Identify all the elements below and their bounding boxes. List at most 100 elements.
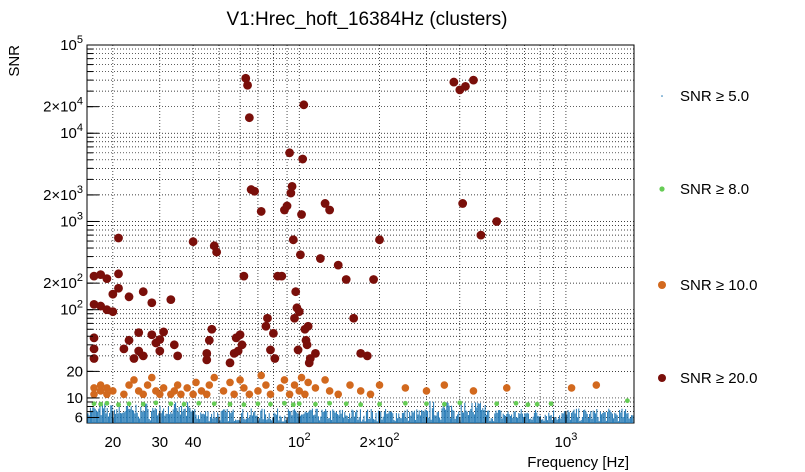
point-series-3	[325, 205, 335, 215]
point-series-3	[96, 270, 106, 279]
point-series-3	[204, 335, 214, 345]
point-series-1	[525, 402, 531, 408]
point-series-1	[181, 401, 187, 407]
point-series-2	[356, 387, 365, 395]
point-series-3	[237, 340, 247, 350]
point-series-1	[290, 402, 296, 408]
legend-label: SNR ≥ 5.0	[680, 88, 749, 105]
y-tick-label: 2×104	[43, 96, 83, 116]
legend-marker	[659, 186, 665, 192]
point-series-3	[138, 287, 148, 297]
point-series-3	[212, 247, 222, 257]
point-series-2	[262, 381, 270, 389]
point-series-2	[245, 390, 254, 399]
point-series-2	[177, 390, 185, 399]
point-series-3	[89, 344, 99, 354]
point-series-2	[202, 390, 211, 399]
point-series-3	[311, 348, 320, 358]
point-series-2	[280, 376, 289, 384]
point-series-2	[159, 384, 168, 392]
point-series-1	[548, 401, 554, 407]
x-tick-label: 20	[105, 434, 122, 451]
point-series-2	[236, 376, 244, 384]
point-series-3	[492, 217, 502, 226]
point-series-3	[469, 75, 478, 85]
point-series-3	[108, 307, 118, 317]
point-series-1	[104, 400, 110, 406]
point-series-3	[244, 113, 254, 123]
legend-marker	[661, 95, 663, 97]
point-series-3	[293, 345, 303, 355]
point-series-3	[155, 346, 165, 356]
point-series-2	[170, 387, 179, 395]
point-series-2	[401, 384, 410, 392]
point-series-3	[134, 328, 144, 338]
point-series-2	[304, 378, 312, 387]
point-series-2	[183, 384, 191, 392]
point-series-1	[140, 401, 146, 407]
point-series-1	[116, 402, 121, 408]
legend: SNR ≥ 5.0 SNR ≥ 8.0 SNR ≥ 10.0 SNR ≥ 20.0	[658, 88, 757, 387]
point-series-3	[202, 348, 212, 358]
x-tick-label: 40	[185, 434, 202, 451]
point-series-1	[327, 400, 333, 406]
point-series-2	[257, 371, 265, 380]
point-series-3	[159, 327, 169, 337]
y-tick-label: 104	[60, 122, 83, 142]
point-series-2	[301, 390, 309, 399]
y-tick-label: 20	[66, 363, 83, 380]
point-series-3	[285, 148, 294, 158]
point-series-3	[287, 181, 297, 191]
point-series-2	[266, 390, 275, 399]
y-tick-label: 2×103	[43, 184, 83, 204]
point-series-2	[240, 384, 248, 392]
point-series-2	[90, 390, 98, 399]
point-series-3	[297, 210, 306, 219]
y-tick-label: 2×102	[43, 272, 83, 292]
point-series-2	[311, 384, 320, 392]
point-series-3	[449, 77, 459, 87]
point-series-3	[461, 81, 470, 91]
point-series-2	[276, 384, 285, 392]
point-series-3	[89, 333, 99, 343]
point-series-3	[169, 340, 179, 350]
y-tick-label: 102	[60, 299, 83, 319]
point-series-2	[109, 387, 117, 395]
point-series-3	[269, 328, 278, 338]
point-series-3	[119, 344, 129, 354]
point-series-3	[315, 254, 325, 263]
point-series-3	[114, 283, 123, 293]
point-series-3	[476, 230, 486, 240]
point-series-3	[147, 298, 157, 308]
point-series-3	[320, 199, 330, 208]
point-series-3	[263, 313, 272, 323]
point-series-2	[592, 381, 601, 389]
point-series-3	[173, 351, 183, 361]
point-series-2	[125, 381, 133, 389]
point-series-2	[422, 387, 431, 395]
point-series-3	[369, 275, 378, 284]
point-series-3	[303, 321, 313, 331]
point-series-3	[291, 287, 301, 297]
point-series-2	[295, 387, 304, 395]
point-series-1	[98, 401, 104, 407]
point-series-2	[205, 381, 214, 389]
point-series-1	[313, 401, 318, 407]
grid-lines	[87, 44, 634, 423]
point-series-2	[366, 390, 375, 399]
legend-label: SNR ≥ 8.0	[680, 181, 749, 198]
point-series-1	[377, 401, 382, 407]
point-series-2	[139, 390, 148, 399]
point-series-3	[290, 313, 299, 323]
point-series-1	[457, 400, 463, 406]
point-series-1	[424, 401, 429, 407]
x-axis-label: Frequency [Hz]	[527, 454, 629, 471]
data-points	[89, 73, 630, 408]
point-series-3	[114, 233, 123, 243]
point-series-2	[156, 390, 164, 399]
point-series-3	[155, 335, 165, 344]
point-series-3	[114, 269, 123, 279]
point-series-2	[189, 390, 197, 399]
point-series-3	[266, 345, 275, 355]
point-series-3	[282, 201, 292, 211]
